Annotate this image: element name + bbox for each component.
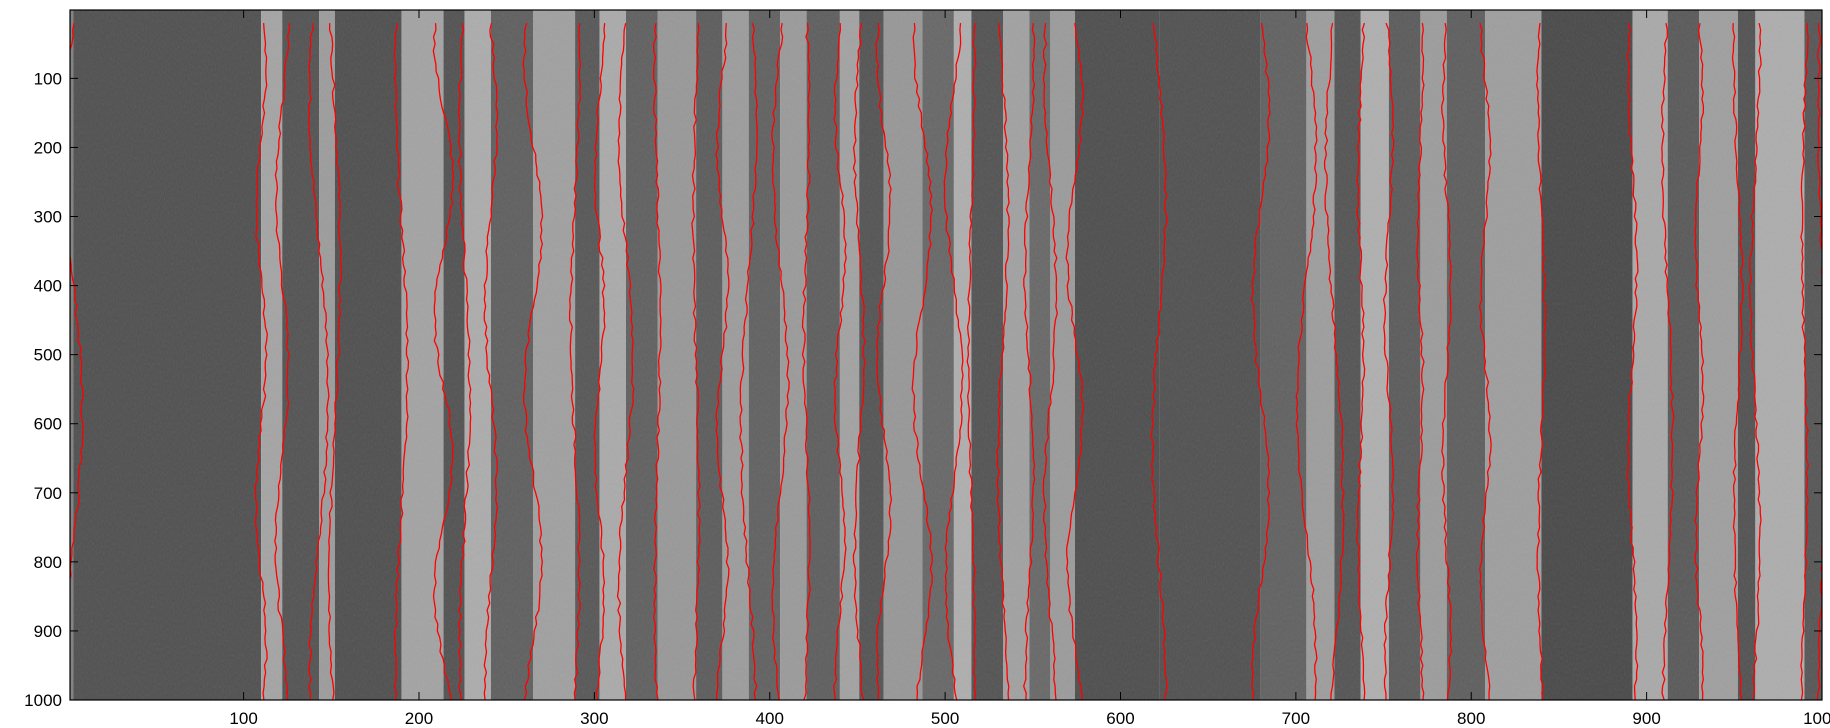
- boundary-line: [691, 23, 701, 700]
- boundary-line: [875, 23, 893, 700]
- boundary-line: [593, 23, 606, 700]
- plot-area: [70, 10, 1822, 700]
- boundary-line: [307, 23, 330, 700]
- y-tick-label: 400: [34, 277, 62, 296]
- x-tick-label: 800: [1457, 709, 1485, 728]
- boundary-line: [1295, 23, 1318, 700]
- boundary-line: [568, 23, 582, 700]
- x-tick-label: 500: [931, 709, 959, 728]
- y-tick-label: 200: [34, 138, 62, 157]
- boundary-line: [1356, 22, 1366, 700]
- boundary-line: [1536, 23, 1547, 700]
- y-tick-label: 1000: [24, 691, 62, 710]
- x-tick-label: 300: [580, 709, 608, 728]
- boundary-line: [739, 22, 758, 700]
- boundary-line: [393, 22, 410, 700]
- boundary-line: [771, 22, 790, 700]
- boundary-line: [1150, 23, 1168, 700]
- boundary-line: [1694, 22, 1705, 700]
- x-tick-label: 1000: [1803, 709, 1830, 728]
- boundary-line: [852, 22, 866, 700]
- boundary-line: [327, 23, 343, 700]
- image-texture: [70, 10, 1822, 700]
- y-tick-label: 900: [34, 622, 62, 641]
- boundary-lines: [70, 22, 1822, 700]
- boundary-line: [1023, 23, 1036, 700]
- boundary-line: [1065, 22, 1085, 700]
- boundary-line: [1626, 22, 1639, 700]
- boundary-line: [1250, 22, 1271, 700]
- boundary-line: [943, 23, 964, 700]
- x-axis: 100 200 300 400 500 600 700 800 900 1000: [229, 10, 1830, 728]
- boundary-line: [1731, 23, 1744, 700]
- boundary-line: [1382, 22, 1395, 700]
- boundary-line: [1042, 23, 1058, 700]
- boundary-line: [1323, 22, 1345, 700]
- boundary-line: [1816, 23, 1822, 700]
- y-tick-label: 500: [34, 346, 62, 365]
- boundary-line: [522, 22, 544, 700]
- y-tick-label: 600: [34, 415, 62, 434]
- boundary-line: [1415, 23, 1425, 700]
- boundary-line: [254, 23, 268, 700]
- x-tick-label: 200: [405, 709, 433, 728]
- boundary-line: [274, 23, 291, 700]
- boundary-line: [1478, 22, 1492, 700]
- x-tick-label: 100: [229, 709, 257, 728]
- boundary-line: [996, 23, 1010, 700]
- x-tick-label: 900: [1632, 709, 1660, 728]
- boundary-line: [833, 23, 847, 700]
- y-axis: 100 200 300 400 500 600 700 800 900 1000: [24, 69, 1822, 710]
- boundary-line: [1800, 23, 1810, 700]
- boundary-line: [1660, 22, 1675, 700]
- boundary-line: [1441, 23, 1453, 700]
- boundary-line: [966, 23, 977, 700]
- boundary-line: [715, 23, 730, 700]
- y-tick-label: 800: [34, 553, 62, 572]
- y-tick-label: 300: [34, 208, 62, 227]
- y-tick-label: 100: [34, 69, 62, 88]
- boundary-line: [801, 23, 811, 700]
- boundary-line: [70, 22, 84, 581]
- boundary-line: [616, 22, 635, 700]
- x-tick-label: 700: [1282, 709, 1310, 728]
- boundary-line: [1748, 22, 1762, 700]
- boundary-line: [457, 22, 472, 700]
- boundary-line: [911, 23, 933, 700]
- x-tick-label: 400: [756, 709, 784, 728]
- boundary-line: [483, 22, 499, 700]
- x-tick-label: 600: [1106, 709, 1134, 728]
- y-tick-label: 700: [34, 484, 62, 503]
- boundary-line: [652, 22, 662, 700]
- boundary-line: [432, 23, 455, 700]
